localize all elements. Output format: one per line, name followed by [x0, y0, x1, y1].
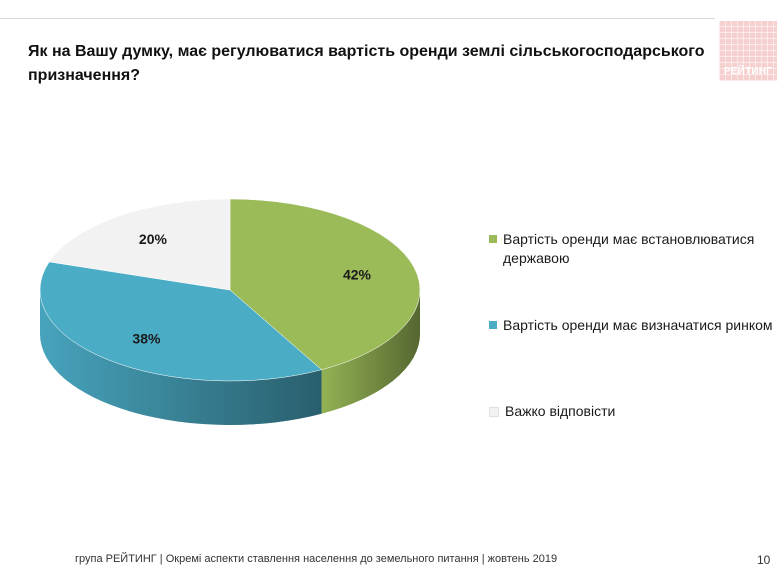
- rating-logo: РЕЙТИНГ: [719, 21, 777, 81]
- page-number: 10: [757, 553, 771, 567]
- legend-item-dont-know: Важко відповісти: [489, 402, 775, 421]
- legend-swatch-dont-know: [489, 407, 499, 417]
- chart-title: Як на Вашу думку, має регулюватися варті…: [28, 43, 705, 84]
- pie-slices: [39, 198, 421, 382]
- legend-item-market: Вартість оренди має визначатися ринком: [489, 316, 773, 335]
- logo-pattern: [719, 21, 777, 81]
- legend-label-market: Вартість оренди має визначатися ринком: [503, 317, 773, 333]
- data-label-market: 38%: [132, 330, 161, 346]
- pie-slice-state: [229, 198, 421, 371]
- pie-side-shade-state: [321, 290, 421, 414]
- data-label-state: 42%: [343, 266, 372, 282]
- header-divider: [0, 18, 715, 19]
- legend-label-dont-know: Важко відповісти: [505, 403, 616, 419]
- pie-slice-market: [39, 261, 323, 382]
- footer-text: група РЕЙТИНГ | Окремі аспекти ставлення…: [75, 553, 558, 565]
- legend-item-state: Вартість оренди має встановлюватися держ…: [489, 230, 773, 268]
- legend-swatch-market: [489, 321, 497, 329]
- pie-slice-dont-know: [48, 198, 231, 291]
- pie-side-shade-market: [40, 290, 322, 425]
- legend-label-state: Вартість оренди має встановлюватися держ…: [503, 231, 755, 266]
- logo-text: РЕЙТИНГ: [723, 66, 773, 77]
- data-label-dont-know: 20%: [139, 231, 168, 247]
- legend-swatch-state: [489, 235, 497, 243]
- pie-sides: [40, 290, 421, 425]
- pie-data-labels: 42% 38% 20%: [132, 231, 371, 346]
